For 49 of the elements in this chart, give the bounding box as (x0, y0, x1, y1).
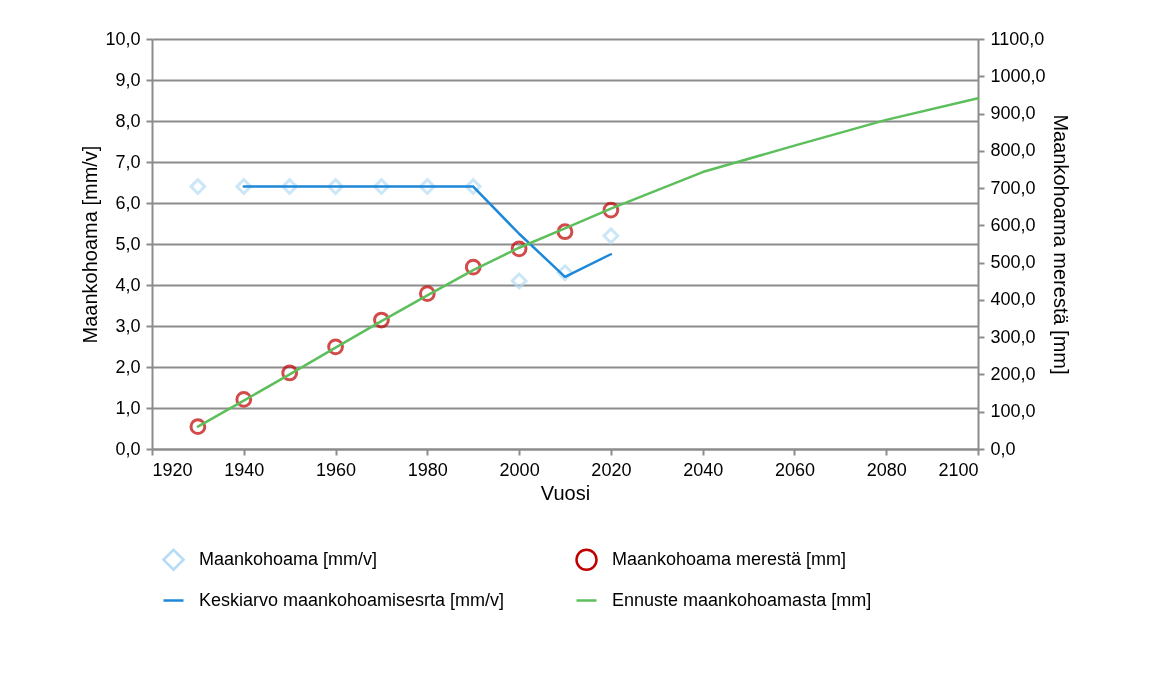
x-tick-label: 2080 (866, 459, 907, 480)
y2-tick-label: 400,0 (990, 289, 1036, 310)
y-tick-label: 5,0 (115, 233, 141, 254)
x-tick-label: 1940 (224, 459, 265, 480)
y2-tick-label: 500,0 (990, 252, 1036, 273)
y-tick-label: 1,0 (115, 397, 141, 418)
x-tick-label: 2100 (938, 459, 979, 480)
point (235, 391, 253, 408)
line-series (196, 97, 980, 428)
legend-label: Ennuste maankohoamasta [mm] (612, 589, 872, 610)
y2-tick-label: 200,0 (990, 363, 1036, 384)
y-tick-label: 0,0 (115, 438, 141, 459)
y-tick-label: 3,0 (115, 315, 141, 336)
y2-tick-label: 900,0 (990, 103, 1036, 124)
y-tick-label: 8,0 (115, 110, 141, 131)
point (602, 227, 620, 245)
y-tick-label: 10,0 (105, 28, 141, 49)
y-tick-label: 2,0 (115, 356, 141, 377)
point (235, 178, 253, 195)
legend-label: Keskiarvo maankohoamisesrta [mm/v] (199, 589, 505, 610)
point (189, 178, 207, 195)
x-tick-label: 2060 (774, 459, 815, 480)
y-tick-label: 6,0 (115, 192, 141, 213)
point (327, 338, 344, 356)
y2-tick-label: 700,0 (990, 177, 1036, 198)
legend-label: Maankohoama merestä [mm] (612, 548, 847, 569)
legend-label: Maankohoama [mm/v] (199, 548, 378, 569)
point (281, 364, 299, 382)
y-tick-label: 4,0 (115, 274, 141, 295)
y2-axis-title: Maankohoama merestä [mm] (1049, 114, 1072, 375)
y2-tick-label: 1000,0 (990, 65, 1046, 86)
y2-tick-label: 600,0 (990, 214, 1036, 235)
y2-tick-label: 800,0 (990, 140, 1036, 161)
y2-tick-label: 0,0 (990, 438, 1016, 459)
x-tick-label: 2020 (591, 459, 632, 480)
x-axis-title: Vuosi (540, 481, 591, 504)
y-axis-title: Maankohoama [mm/v] (79, 145, 102, 344)
x-tick-label: 1980 (407, 459, 448, 480)
y2-tick-label: 100,0 (990, 401, 1036, 422)
y-tick-label: 9,0 (115, 69, 141, 90)
point (510, 272, 528, 290)
x-tick-label: 2040 (683, 459, 724, 480)
x-tick-label: 2000 (499, 459, 540, 480)
x-tick-label: 1920 (152, 459, 193, 480)
y2-tick-label: 300,0 (990, 326, 1036, 347)
y2-tick-label: 1100,0 (990, 28, 1045, 49)
y-tick-label: 7,0 (115, 151, 141, 172)
point (189, 418, 207, 436)
x-tick-label: 1960 (316, 459, 357, 480)
